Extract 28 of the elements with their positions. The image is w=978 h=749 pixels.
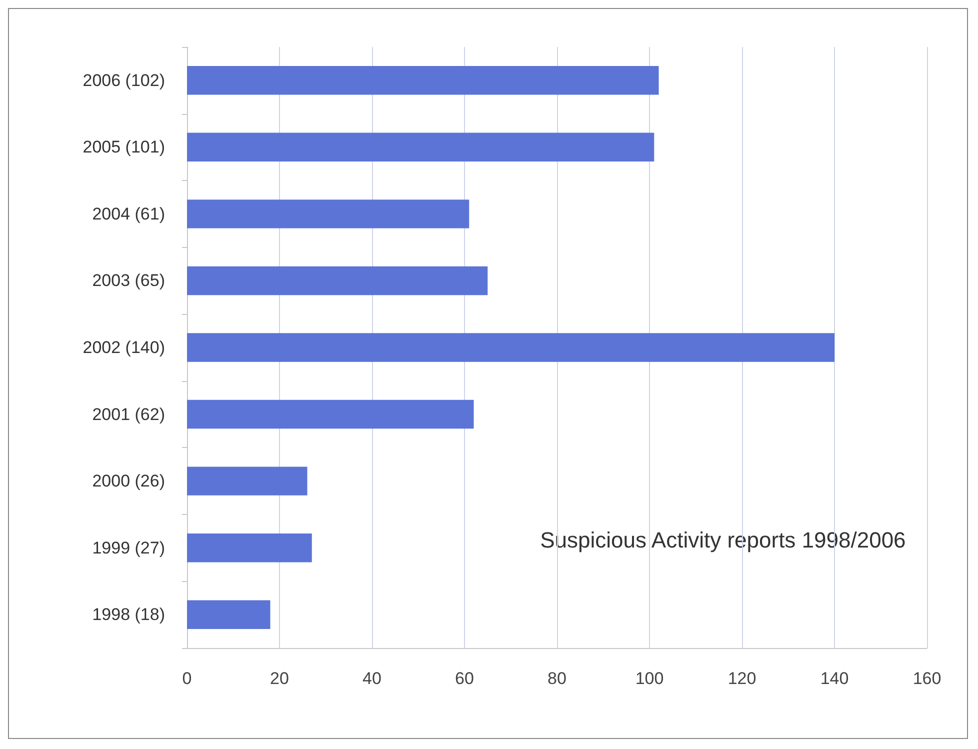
- y-tick-label: 1999 (27): [92, 538, 165, 558]
- y-tick-label: 2000 (26): [92, 472, 165, 491]
- y-tick-label: 1998 (18): [92, 605, 165, 624]
- bar: [187, 466, 308, 496]
- x-tick-label: 40: [362, 669, 382, 688]
- bar: [187, 333, 834, 362]
- x-tick-label: 100: [635, 669, 664, 688]
- x-tick-label: 60: [455, 669, 474, 688]
- bar: [187, 200, 470, 228]
- y-tick-label: 2006 (102): [82, 70, 165, 90]
- annotation: Suspicious Activity reports 1998/2006: [540, 528, 906, 552]
- y-tick-label: 2002 (140): [82, 338, 165, 357]
- bar: [187, 266, 488, 296]
- x-tick-label: 140: [820, 669, 849, 688]
- y-tick-label: 2001 (62): [92, 404, 165, 424]
- x-tick-label: 0: [182, 669, 192, 688]
- y-tick-label: 2003 (65): [92, 271, 165, 290]
- x-tick-label: 80: [548, 669, 566, 688]
- x-tick-label: 160: [912, 669, 942, 688]
- bar: [187, 66, 659, 95]
- bar: [187, 533, 312, 562]
- bar: [187, 600, 270, 629]
- x-tick-label: 20: [270, 669, 289, 688]
- bar: [187, 132, 654, 162]
- bar: [187, 400, 474, 429]
- x-tick-label: 120: [728, 669, 756, 688]
- y-tick-label: 2005 (101): [82, 138, 165, 157]
- y-tick-label: 2004 (61): [92, 204, 165, 224]
